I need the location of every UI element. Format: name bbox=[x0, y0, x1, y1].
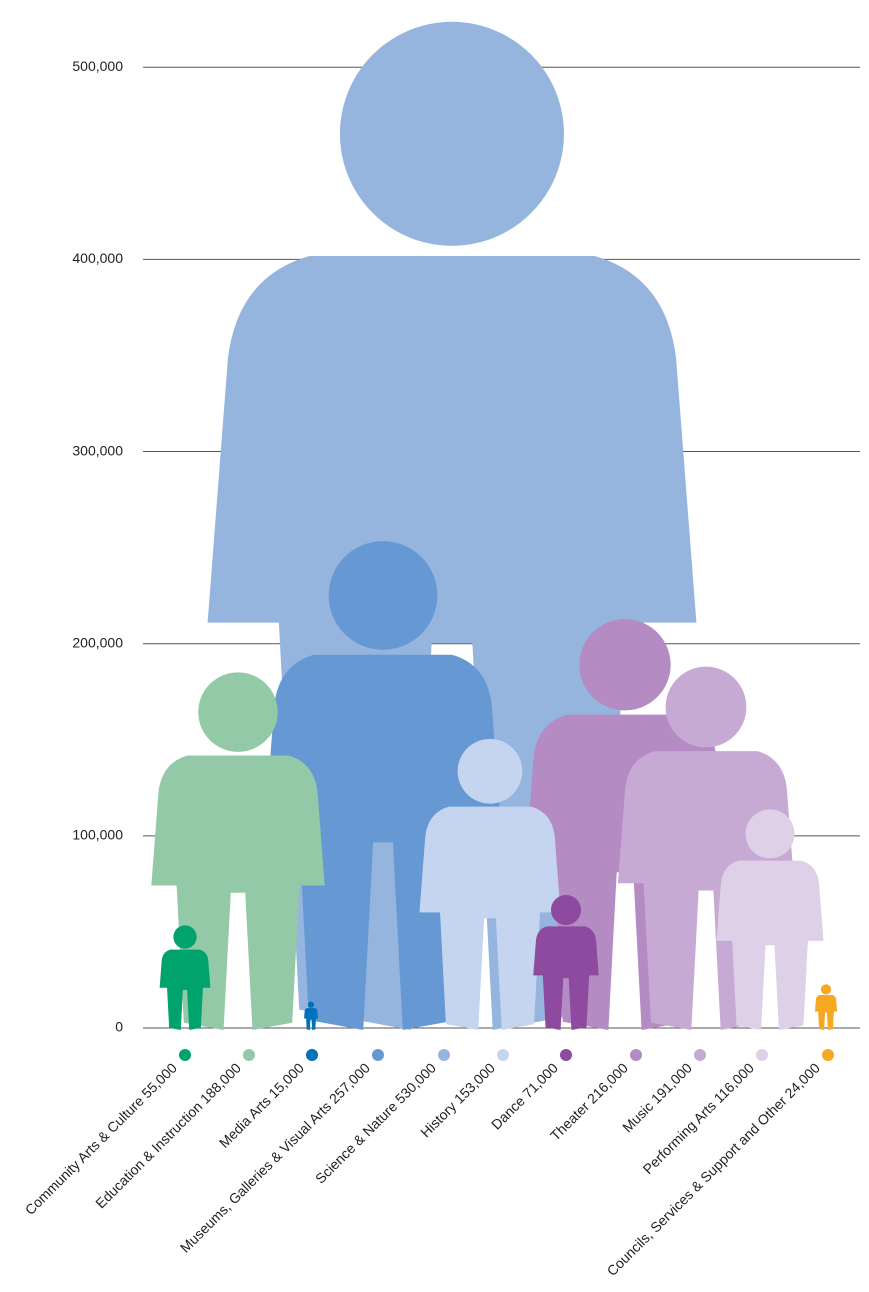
value-label: 191,000 bbox=[648, 1059, 695, 1106]
legend-dot bbox=[756, 1049, 768, 1061]
legend-dot bbox=[243, 1049, 255, 1061]
legend-dot bbox=[560, 1049, 572, 1061]
y-tick-label: 500,000 bbox=[72, 58, 123, 74]
category-name: Music bbox=[619, 1098, 656, 1135]
y-tick-label: 0 bbox=[115, 1019, 123, 1035]
legend-dot bbox=[694, 1049, 706, 1061]
legend-dot bbox=[438, 1049, 450, 1061]
category-name: Education & Instruction bbox=[92, 1098, 205, 1211]
category-label: Performing Arts116,000 bbox=[639, 1059, 757, 1177]
legend-dot bbox=[630, 1049, 642, 1061]
category-label: Science & Nature530,000 bbox=[312, 1059, 439, 1186]
category-name: History bbox=[417, 1098, 459, 1140]
value-label: 153,000 bbox=[451, 1059, 498, 1106]
value-label: 188,000 bbox=[197, 1059, 244, 1106]
y-tick-label: 300,000 bbox=[72, 442, 123, 458]
legend-dot bbox=[822, 1049, 834, 1061]
category-name: Media Arts bbox=[216, 1093, 274, 1151]
value-label: 216,000 bbox=[584, 1059, 631, 1106]
value-label: 15,000 bbox=[265, 1059, 307, 1101]
value-label: 24,000 bbox=[781, 1059, 823, 1101]
value-label: 116,000 bbox=[710, 1059, 757, 1106]
figure bbox=[419, 738, 561, 1030]
value-label: 257,000 bbox=[326, 1059, 373, 1106]
figure bbox=[716, 809, 824, 1030]
category-name: Dance bbox=[488, 1092, 528, 1132]
figure bbox=[533, 894, 599, 1030]
value-label: 530,000 bbox=[392, 1059, 439, 1106]
legend-dot bbox=[497, 1049, 509, 1061]
legend-dot bbox=[306, 1049, 318, 1061]
y-tick-label: 100,000 bbox=[72, 827, 123, 843]
y-tick-label: 200,000 bbox=[72, 634, 123, 650]
category-label: Dance71,000 bbox=[488, 1059, 561, 1132]
category-name: Community Arts & Culture bbox=[21, 1092, 146, 1217]
y-tick-label: 400,000 bbox=[72, 250, 123, 266]
figure bbox=[814, 984, 838, 1030]
legend-dot bbox=[179, 1049, 191, 1061]
legend-dot bbox=[372, 1049, 384, 1061]
value-label: 71,000 bbox=[519, 1059, 561, 1101]
figure bbox=[304, 1001, 318, 1030]
category-name: Theater bbox=[547, 1098, 593, 1144]
value-label: 55,000 bbox=[138, 1059, 180, 1101]
figure bbox=[159, 925, 211, 1030]
